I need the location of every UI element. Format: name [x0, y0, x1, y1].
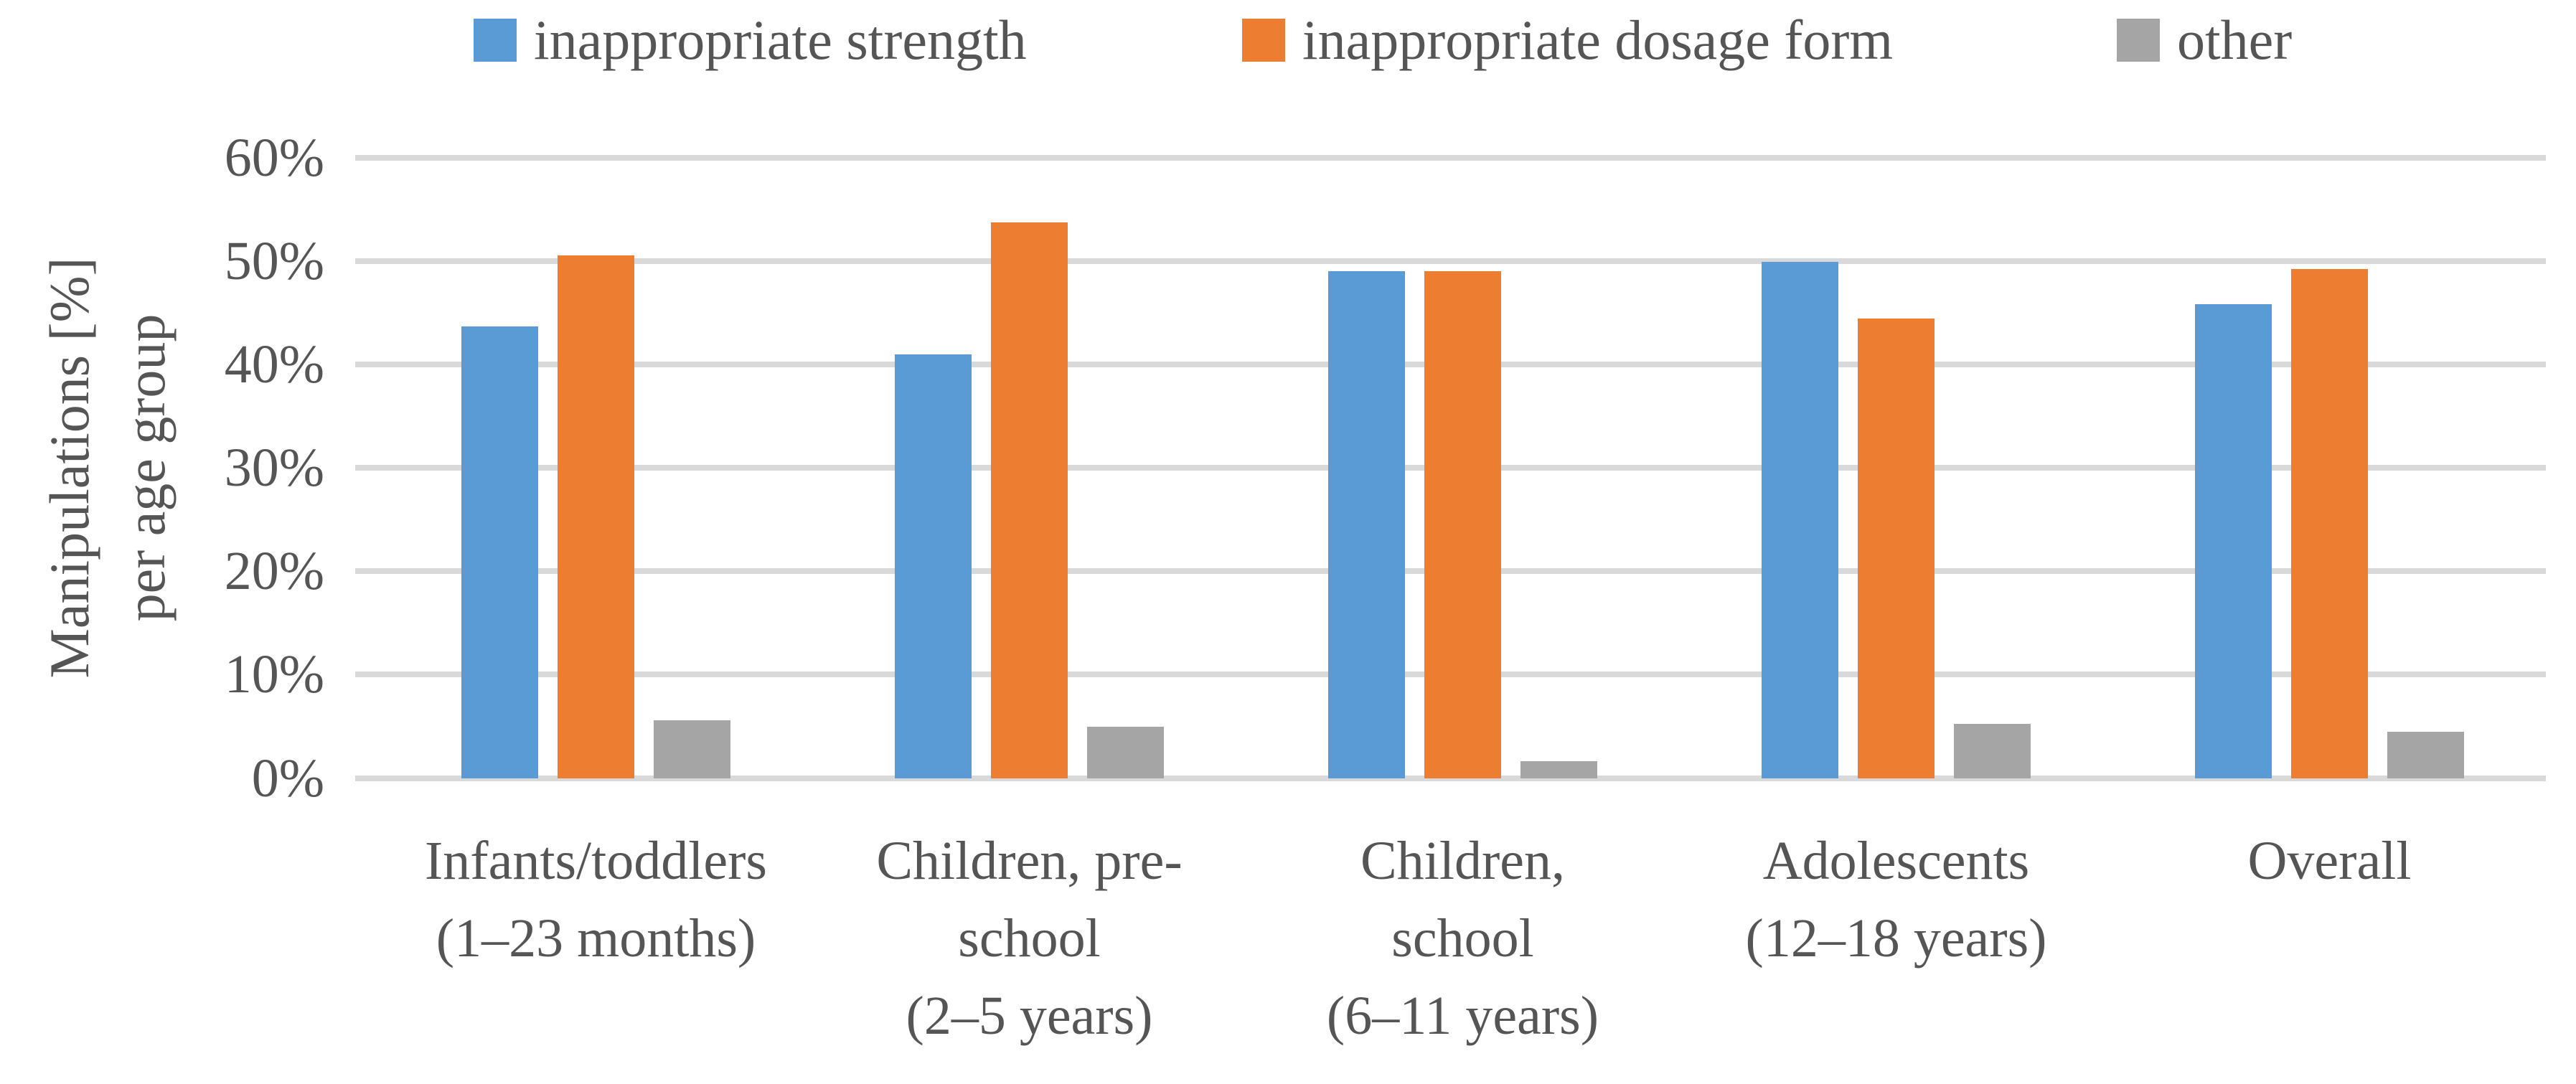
x-category-label-4: Overall: [2079, 822, 2576, 900]
y-tick-label-30: 30%: [224, 438, 324, 499]
bar-group-2: [1328, 270, 1597, 778]
bar-inappropriate-dosage-form-cat0: [558, 255, 634, 778]
x-category-label-line: (1–23 months): [436, 908, 756, 968]
y-tick-label-20: 20%: [224, 541, 324, 602]
bar-group-0: [461, 255, 730, 778]
gridline-60: [355, 155, 2546, 161]
x-category-label-3: Adolescents (12–18 years): [1645, 822, 2148, 977]
bar-inappropriate-strength-cat0: [461, 326, 538, 778]
x-category-label-line: Children, pre-: [876, 831, 1183, 891]
y-tick-label-60: 60%: [224, 128, 324, 189]
legend-swatch-icon: [1242, 19, 1285, 62]
bar-other-cat3: [1954, 723, 2031, 778]
x-category-label-line: school: [958, 908, 1101, 968]
gridline-50: [355, 258, 2546, 265]
legend-swatch-icon: [474, 19, 517, 62]
x-category-label-line: Overall: [2247, 831, 2412, 891]
y-tick-label-50: 50%: [224, 231, 324, 292]
bar-group-3: [1762, 261, 2031, 778]
bar-inappropriate-dosage-form-cat2: [1424, 270, 1501, 778]
x-category-label-1: Children, pre-school (2–5 years): [779, 822, 1281, 1055]
legend-item-2: other: [2117, 9, 2293, 71]
y-tick-label-40: 40%: [224, 334, 324, 395]
plot-area: [355, 155, 2546, 781]
bar-inappropriate-strength-cat2: [1328, 270, 1405, 778]
bar-inappropriate-strength-cat3: [1762, 261, 1838, 778]
y-tick-label-0: 0%: [251, 748, 324, 809]
bar-other-cat1: [1087, 726, 1164, 778]
bar-group-4: [2195, 268, 2464, 778]
legend-item-0: inappropriate strength: [474, 9, 1027, 71]
x-category-label-line: Infants/toddlers: [424, 831, 767, 891]
legend-label: other: [2177, 9, 2293, 71]
bar-inappropriate-dosage-form-cat1: [991, 222, 1068, 778]
bar-inappropriate-strength-cat4: [2195, 303, 2272, 778]
bar-group-1: [895, 222, 1164, 778]
bar-other-cat2: [1520, 760, 1597, 778]
legend-swatch-icon: [2117, 19, 2160, 62]
x-category-label-line: school: [1391, 908, 1534, 968]
x-category-label-0: Infants/toddlers (1–23 months): [345, 822, 847, 977]
legend-item-1: inappropriate dosage form: [1242, 9, 1894, 71]
x-category-label-line: Children,: [1360, 831, 1565, 891]
bar-inappropriate-dosage-form-cat3: [1858, 318, 1935, 778]
bar-inappropriate-dosage-form-cat4: [2291, 268, 2368, 778]
x-category-label-line: Adolescents: [1762, 831, 2030, 891]
bar-other-cat0: [654, 720, 730, 778]
legend-label: inappropriate strength: [534, 9, 1027, 71]
x-category-label-line: (12–18 years): [1745, 908, 2047, 968]
y-tick-label-10: 10%: [224, 644, 324, 705]
bar-inappropriate-strength-cat1: [895, 354, 972, 778]
x-category-label-2: Children, school (6–11 years): [1212, 822, 1714, 1055]
legend-label: inappropriate dosage form: [1302, 9, 1894, 71]
x-category-label-line: (2–5 years): [906, 986, 1153, 1046]
bar-other-cat4: [2387, 732, 2464, 778]
x-category-label-line: (6–11 years): [1326, 986, 1599, 1046]
